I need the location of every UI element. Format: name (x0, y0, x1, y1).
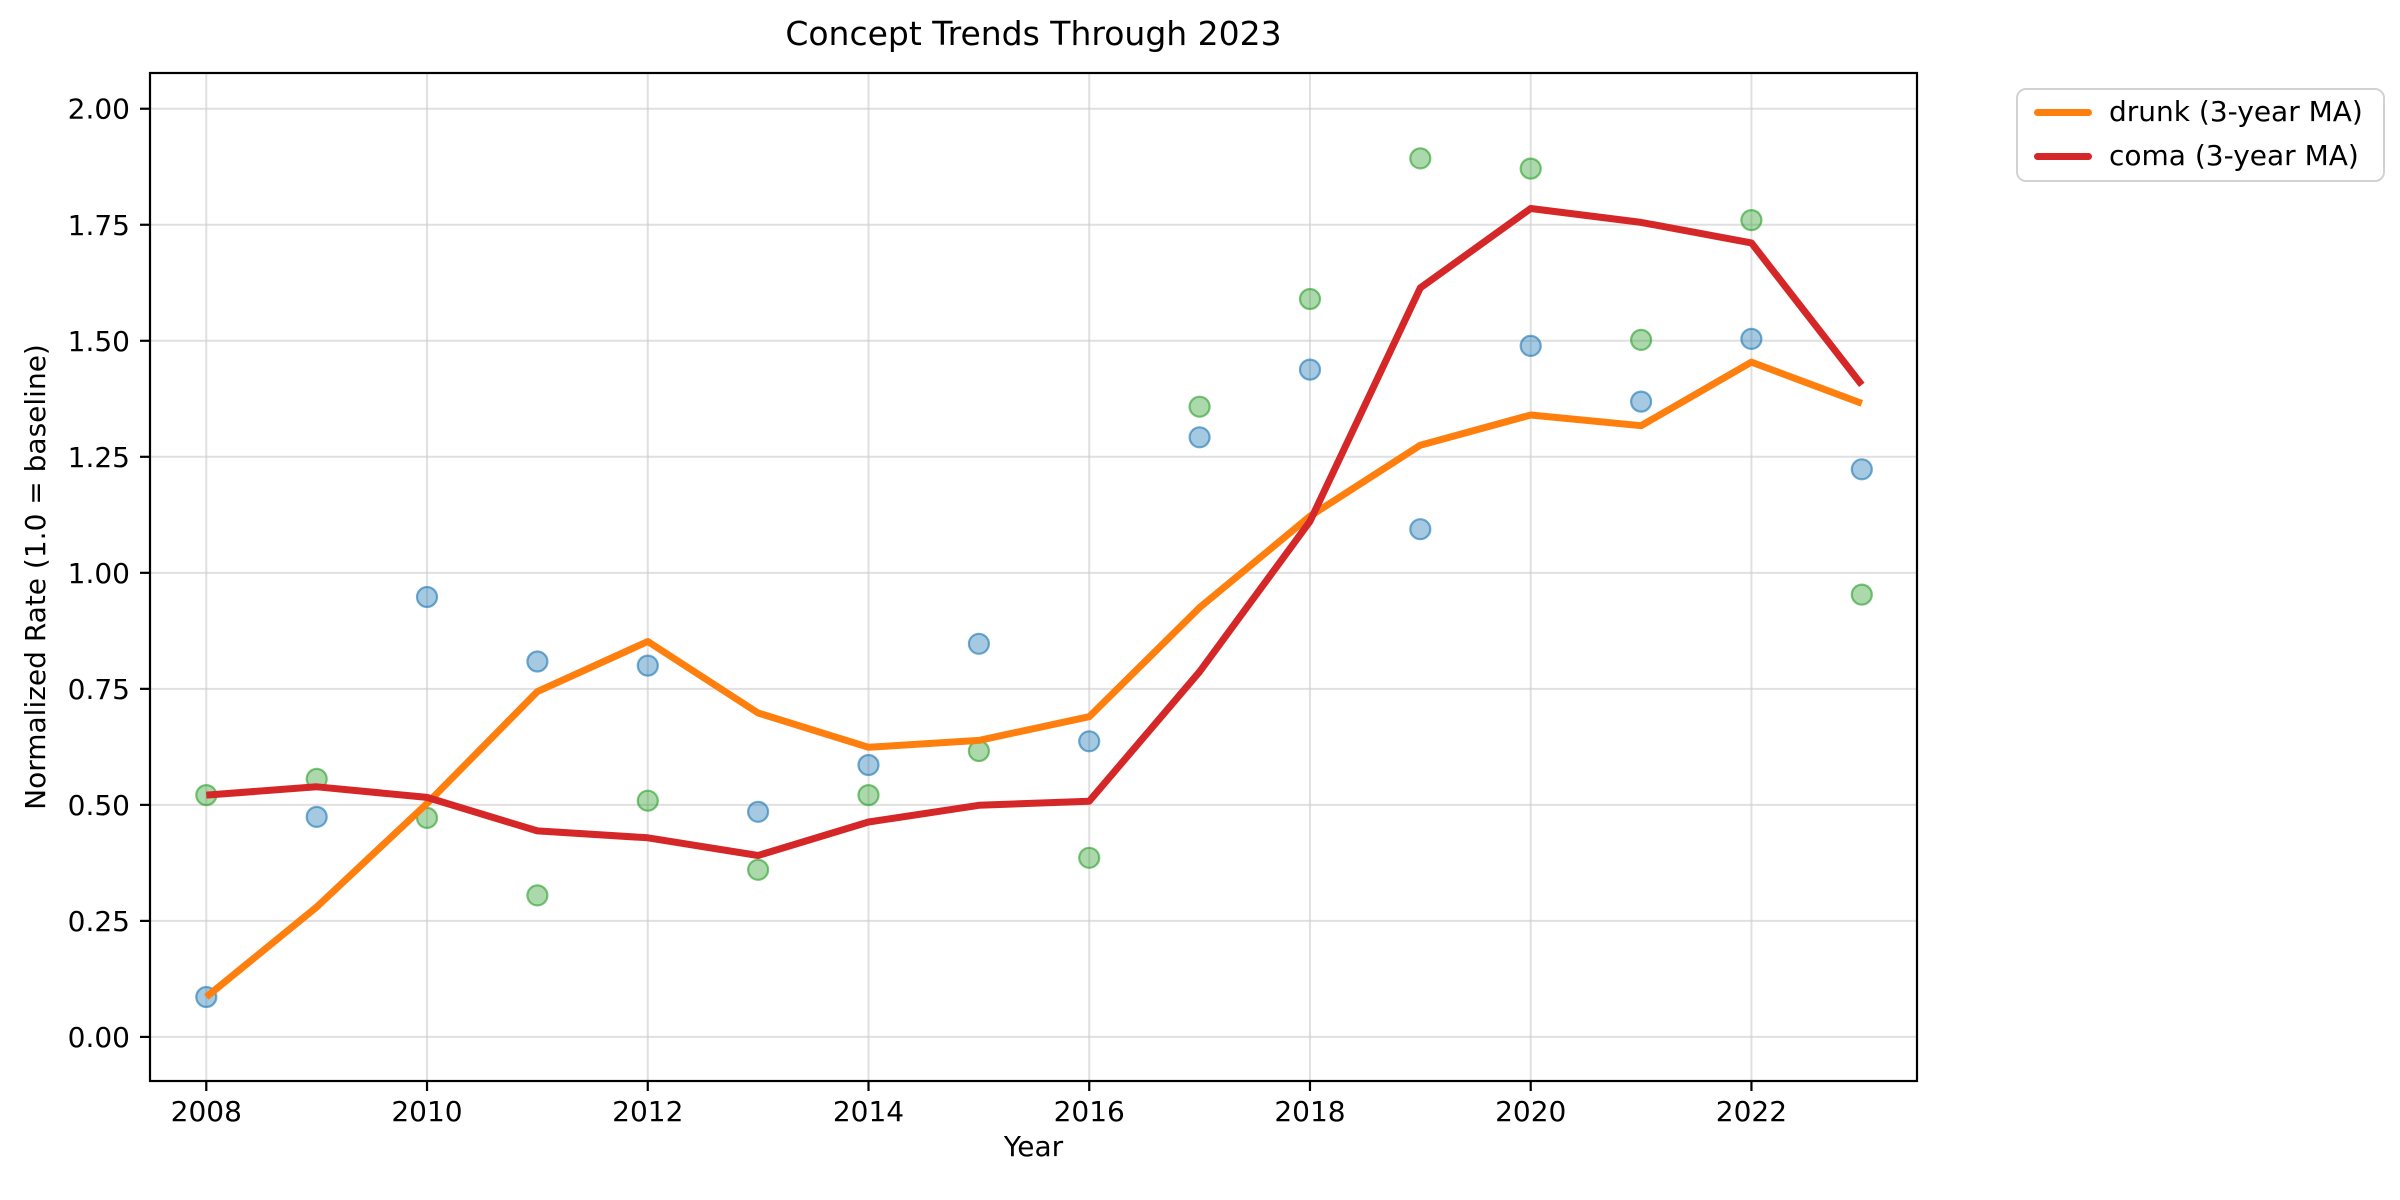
scatter-point (1078, 846, 1101, 869)
scatter-point (1850, 583, 1873, 606)
y-tick-label: 0.25 (68, 905, 130, 938)
scatter-point (415, 585, 439, 609)
scatter-point (1740, 327, 1763, 350)
scatter-point (1298, 287, 1322, 311)
scatter-point (857, 753, 880, 777)
scatter-point (305, 805, 328, 829)
y-tick-label: 0.00 (68, 1021, 130, 1054)
scatter-point (1298, 358, 1322, 381)
scatter-point (526, 884, 549, 907)
drunk-yearly-scatter (195, 327, 1873, 1009)
x-axis-ticks (205, 1081, 1753, 1091)
coma-yearly-scatter (195, 147, 1873, 907)
x-tick-label: 2010 (391, 1095, 462, 1128)
scatter-point (1629, 390, 1653, 413)
chart-title: Concept Trends Through 2023 (785, 14, 1282, 53)
scatter-point (1519, 157, 1542, 180)
legend-swatch-drunk-ma (2034, 108, 2092, 116)
y-tick-label: 1.75 (68, 209, 130, 242)
scatter-point (636, 789, 659, 812)
x-tick-label: 2022 (1716, 1095, 1787, 1128)
x-tick-label: 2012 (612, 1095, 683, 1128)
x-tick-label: 2018 (1274, 1095, 1345, 1128)
scatter-point (1188, 426, 1211, 449)
x-tick-label: 2016 (1054, 1095, 1125, 1128)
scatter-point (746, 858, 770, 881)
scatter-point (967, 632, 991, 655)
scatter-point (1078, 730, 1101, 753)
y-tick-label: 1.50 (68, 325, 130, 358)
scatter-point (1519, 334, 1542, 357)
x-tick-labels: 2008 2010 2012 2014 2016 2018 2020 2022 (171, 1095, 1787, 1128)
plot-border (148, 71, 1919, 1083)
y-tick-label: 1.25 (68, 441, 130, 474)
legend-item-drunk-ma: drunk (3-year MA) (2034, 95, 2363, 129)
scatter-point (857, 783, 880, 807)
legend-label-coma-ma: coma (3-year MA) (2109, 139, 2359, 172)
scatter-point (1740, 209, 1763, 232)
legend-swatch-coma-ma (2034, 152, 2092, 160)
y-tick-label: 1.00 (68, 557, 130, 590)
x-tick-label: 2014 (833, 1095, 904, 1128)
axes: 2008 2010 2012 2014 2016 2018 2020 2022 0.00 0.25… (68, 71, 1919, 1128)
y-tick-label: 0.75 (68, 673, 130, 706)
y-axis-label: Normalized Rate (1.0 = baseline) (19, 344, 52, 810)
legend-label-drunk-ma: drunk (3-year MA) (2109, 95, 2363, 128)
y-tick-labels: 0.00 0.25 0.50 0.75 1.00 1.25 1.50 1.75 2.00 (68, 93, 130, 1054)
x-tick-label: 2020 (1495, 1095, 1566, 1128)
x-axis-label: Year (1003, 1130, 1064, 1163)
scatter-point (746, 800, 770, 823)
scatter-point (636, 654, 659, 677)
y-tick-label: 0.50 (68, 789, 130, 822)
legend-item-coma-ma: coma (3-year MA) (2034, 139, 2363, 173)
scatter-point (526, 650, 549, 673)
drunk-ma-line (204, 358, 1864, 1000)
scatter-point (1188, 395, 1211, 418)
y-axis-ticks (140, 107, 150, 1039)
y-tick-label: 2.00 (68, 93, 130, 126)
scatter-point (1409, 518, 1432, 541)
scatter-point (1409, 147, 1432, 170)
coma-ma-line (206, 205, 1865, 859)
scatter-point (1629, 328, 1653, 351)
scatter-point (1850, 458, 1873, 481)
legend: drunk (3-year MA) coma (3-year MA) (2016, 88, 2385, 182)
x-tick-label: 2008 (171, 1095, 242, 1128)
